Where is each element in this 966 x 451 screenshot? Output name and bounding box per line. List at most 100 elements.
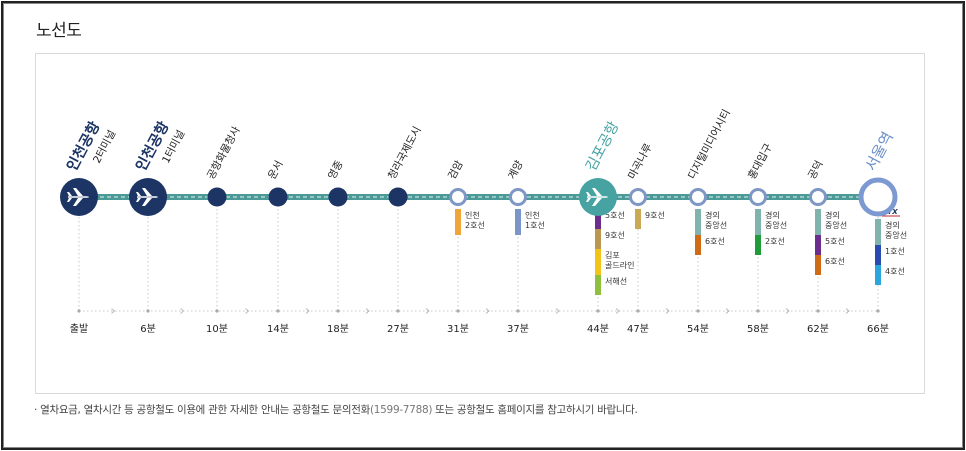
station-cargo-terminal[interactable]: 공항화물청사 10분 [205,124,243,335]
route-map-panel: 인천공항 2터미널 출발 인천공항 1터미널 6분 공항화물청사 10분 운서 14분 영종 18분 청… [35,53,925,394]
station-marker [328,187,348,207]
travel-time: 31분 [447,323,469,335]
transfer-line-label: 골드라인 [605,260,634,270]
notice-after: 또는 공항철도 홈페이지를 참고하시기 바랍니다. [432,404,638,416]
timeline-arrow [725,308,730,314]
airplane-icon [67,188,89,206]
timeline-arrow [425,308,430,314]
transfer-line-bar [455,209,461,235]
airplane-icon [586,188,608,206]
transfer-line-label: 중앙선 [705,220,727,230]
transfer-station-marker [449,188,467,206]
notice-phone[interactable]: (1599-7788) [370,404,433,416]
transfer-station-marker [689,188,707,206]
transfer-line-label: 김포 [605,250,620,260]
transfer-line-bar [755,209,761,235]
transfer-line-label: 6호선 [825,257,845,266]
timeline-arrow [555,308,560,314]
travel-time: 14분 [267,323,289,335]
timeline-arrow [615,308,620,314]
station-name: 청라국제도시 [386,125,424,182]
transfer-line-bar [515,209,521,235]
travel-time: 출발 [70,323,88,335]
station-name: 공덕 [806,159,826,182]
transfer-line-label: 경의 [885,220,900,230]
station-yeongjong[interactable]: 영종 18분 [326,158,349,335]
timeline-arrow [305,308,310,314]
transfer-line-label: 중앙선 [765,220,787,230]
station-seoul[interactable]: KTX경의중앙선1호선4호선서울역66분 [858,129,907,335]
timeline-dot [456,309,460,313]
travel-time: 54분 [687,323,709,335]
travel-time: 62분 [807,323,829,335]
transfer-line-bar [815,235,821,255]
notice-before: 열차요금, 열차시간 등 공항철도 이용에 관한 자세한 안내는 공항철도 문의… [40,404,370,416]
transfer-line-bar [595,229,601,249]
transfer-line-label: 경의 [825,210,840,220]
transfer-line-label: 2호선 [765,237,785,246]
travel-time: 18분 [327,323,349,335]
transfer-line-label: 1호선 [525,221,545,230]
timeline-dot [77,309,81,313]
station-name: 영종 [326,158,346,181]
transfer-line-label: 6호선 [705,237,725,246]
transfer-line-bar [755,235,761,255]
travel-time: 47분 [627,323,649,335]
transfer-line-bar [595,249,601,275]
station-unseo[interactable]: 운서 14분 [266,159,289,335]
timeline-arrow [180,308,185,314]
station-magongnaru[interactable]: 9호선 마곡나루 47분 [626,141,665,335]
station-name: 검암 [446,158,466,181]
transfer-line-bar [815,255,821,275]
timeline-dot [276,309,280,313]
transfer-line-bar [595,275,601,295]
transfer-line-bar [815,209,821,235]
station-marker [207,187,227,207]
timeline-dot [146,309,150,313]
timeline-arrow [485,308,490,314]
timeline-dot [756,309,760,313]
transfer-station-marker [809,188,827,206]
travel-time: 44분 [587,323,609,335]
station-name: 운서 [266,159,286,182]
page-title: 노선도 [36,21,82,41]
timeline-dot [696,309,700,313]
transfer-line-label: 2호선 [465,221,485,230]
transfer-line-bar [595,209,601,229]
transfer-station-marker [749,188,767,206]
timeline-arrow [665,308,670,314]
timeline-dot [816,309,820,313]
transfer-line-bar [875,219,881,245]
transfer-line-bar [875,265,881,285]
transfer-line-label: 인천 [465,210,480,220]
transfer-line-label: 경의 [705,210,720,220]
station-name: 계양 [506,158,526,181]
station-cheongna[interactable]: 청라국제도시 27분 [386,125,424,335]
station-name: 김포공항 [583,119,623,174]
transfer-line-label: 9호선 [605,231,625,240]
transfer-line-label: 인천 [525,210,540,220]
timeline-arrow [111,308,116,314]
transfer-line-label: 1호선 [885,247,905,256]
airplane-icon [136,188,158,206]
travel-time: 58분 [747,323,769,335]
travel-time: 37분 [507,323,529,335]
transfer-line-bar [635,209,641,229]
transfer-line-label: 경의 [765,210,780,220]
transfer-line-bar [875,245,881,265]
station-name: 서울역 [862,129,897,174]
travel-time: 27분 [387,323,409,335]
travel-time: 10분 [206,323,228,335]
timeline-dot [396,309,400,313]
transfer-line-label: 5호선 [825,237,845,246]
transfer-line-label: 중앙선 [825,220,847,230]
